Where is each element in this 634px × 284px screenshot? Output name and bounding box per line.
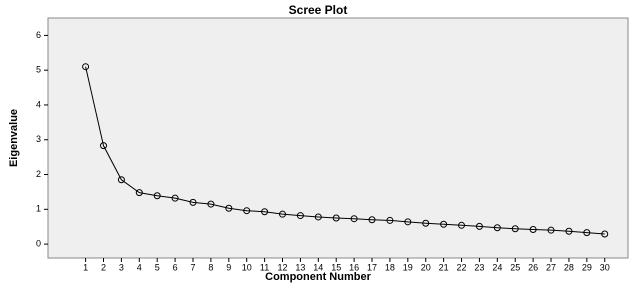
- x-tick-label: 8: [208, 262, 213, 272]
- x-tick-label: 22: [457, 262, 467, 272]
- x-tick-label: 23: [474, 262, 484, 272]
- x-tick-label: 25: [510, 262, 520, 272]
- x-tick-label: 4: [137, 262, 142, 272]
- x-tick-label: 24: [492, 262, 502, 272]
- x-axis-label: Component Number: [265, 271, 371, 283]
- x-tick-label: 15: [331, 262, 341, 272]
- plot-area: [48, 18, 628, 258]
- x-tick-label: 13: [295, 262, 305, 272]
- chart-title: Scree Plot: [289, 3, 348, 17]
- x-tick-label: 12: [277, 262, 287, 272]
- x-tick-label: 18: [385, 262, 395, 272]
- x-tick-label: 19: [403, 262, 413, 272]
- y-tick-label: 0: [36, 238, 41, 248]
- y-tick-label: 4: [36, 99, 41, 109]
- y-tick-label: 2: [36, 169, 41, 179]
- x-tick-label: 26: [528, 262, 538, 272]
- x-tick-label: 11: [260, 262, 269, 272]
- x-tick-label: 10: [242, 262, 252, 272]
- x-tick-label: 30: [600, 262, 610, 272]
- x-tick-label: 27: [546, 262, 556, 272]
- y-tick-label: 6: [36, 30, 41, 40]
- x-tick-label: 29: [582, 262, 592, 272]
- y-tick-label: 5: [36, 65, 41, 75]
- x-tick-label: 3: [119, 262, 124, 272]
- x-tick-label: 6: [173, 262, 178, 272]
- x-tick-label: 2: [101, 262, 106, 272]
- x-tick-label: 9: [226, 262, 231, 272]
- page: Scree Plot Component Number Eigenvalue 0…: [0, 0, 634, 284]
- x-tick-label: 28: [564, 262, 574, 272]
- x-tick-label: 21: [439, 262, 449, 272]
- x-tick-label: 14: [313, 262, 323, 272]
- chart: Scree Plot Component Number Eigenvalue 0…: [0, 0, 634, 284]
- x-tick-label: 5: [155, 262, 160, 272]
- x-tick-label: 17: [367, 262, 377, 272]
- y-tick-label: 3: [36, 134, 41, 144]
- y-axis-label: Eigenvalue: [8, 109, 20, 167]
- x-tick-label: 20: [421, 262, 431, 272]
- x-tick-label: 16: [349, 262, 359, 272]
- y-tick-label: 1: [36, 204, 41, 214]
- x-tick-label: 7: [190, 262, 195, 272]
- x-tick-label: 1: [83, 262, 88, 272]
